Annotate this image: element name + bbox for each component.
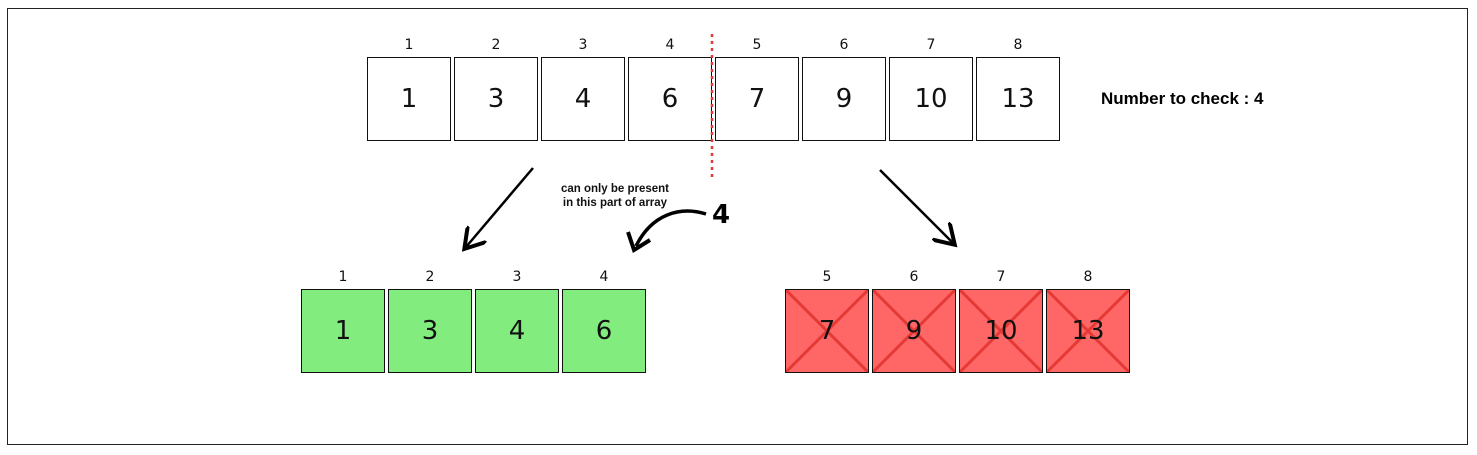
right-split-arrow xyxy=(879,169,953,243)
cell-value: 13 xyxy=(1071,316,1105,346)
cell-value: 13 xyxy=(1001,84,1035,114)
left-index: 3 xyxy=(512,269,522,285)
cell-value: 1 xyxy=(400,84,418,114)
annotation-note: can only be present in this part of arra… xyxy=(545,182,685,210)
top-index: 2 xyxy=(491,37,501,53)
top-index: 1 xyxy=(404,37,414,53)
top-array-cell: 6 xyxy=(628,57,712,141)
top-index: 4 xyxy=(665,37,675,53)
left-array-cell: 6 xyxy=(562,289,646,373)
left-index: 1 xyxy=(338,269,348,285)
cell-value: 10 xyxy=(984,316,1018,346)
right-index: 8 xyxy=(1083,269,1093,285)
cell-value: 1 xyxy=(334,316,352,346)
cell-value: 3 xyxy=(421,316,439,346)
right-index: 7 xyxy=(996,269,1006,285)
curved-pointer-arrow xyxy=(634,209,707,247)
cell-value: 4 xyxy=(574,84,592,114)
left-array-cell: 1 xyxy=(301,289,385,373)
left-array-cell: 3 xyxy=(388,289,472,373)
top-array-cell: 7 xyxy=(715,57,799,141)
cell-value: 7 xyxy=(748,84,766,114)
top-index: 5 xyxy=(752,37,762,53)
cell-value: 9 xyxy=(835,84,853,114)
top-index: 8 xyxy=(1013,37,1023,53)
top-array-cell: 13 xyxy=(976,57,1060,141)
cell-value: 10 xyxy=(914,84,948,114)
cell-value: 7 xyxy=(818,316,836,346)
annotation-note-line1: can only be present xyxy=(560,183,669,195)
left-index: 4 xyxy=(599,269,609,285)
curved-pointer-arrowhead xyxy=(626,231,652,254)
cell-value: 6 xyxy=(595,316,613,346)
right-index: 6 xyxy=(909,269,919,285)
top-index: 3 xyxy=(578,37,588,53)
top-array-cell: 3 xyxy=(454,57,538,141)
right-index: 5 xyxy=(822,269,832,285)
top-array-cell: 4 xyxy=(541,57,625,141)
cell-value: 6 xyxy=(661,84,679,114)
cell-value: 3 xyxy=(487,84,505,114)
left-split-arrow xyxy=(466,167,534,247)
left-array-cell: 4 xyxy=(475,289,559,373)
top-array-cell: 9 xyxy=(802,57,886,141)
diagram-frame xyxy=(7,8,1468,445)
top-array-cell: 1 xyxy=(367,57,451,141)
cell-value: 9 xyxy=(905,316,923,346)
top-index: 6 xyxy=(839,37,849,53)
cell-value: 4 xyxy=(508,316,526,346)
annotation-note-line2: in this part of array xyxy=(562,197,668,209)
top-index: 7 xyxy=(926,37,936,53)
annotation-number: 4 xyxy=(712,200,731,230)
target-number-label: Number to check : 4 xyxy=(1101,89,1264,108)
left-index: 2 xyxy=(425,269,435,285)
top-array-cell: 10 xyxy=(889,57,973,141)
